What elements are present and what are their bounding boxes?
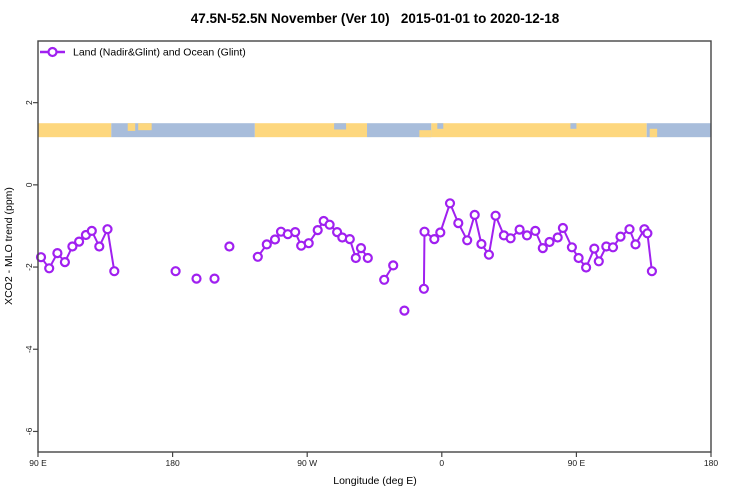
x-tick-label: 90 E xyxy=(568,458,586,468)
data-point-marker xyxy=(303,238,314,249)
x-tick-label: 90 E xyxy=(29,458,47,468)
data-point-marker xyxy=(557,222,569,234)
data-point-marker xyxy=(170,266,181,277)
data-point-marker xyxy=(580,262,592,273)
x-tick-label: 180 xyxy=(166,458,180,468)
data-point-marker xyxy=(67,241,78,252)
y-axis-title: XCO2 - MLO trend (ppm) xyxy=(3,187,15,305)
legend-marker-icon xyxy=(47,46,58,58)
data-point-marker xyxy=(290,227,301,238)
data-point-marker xyxy=(324,219,335,230)
strip-patch-land xyxy=(419,130,432,138)
data-point-marker xyxy=(469,209,480,220)
strip-segment-land xyxy=(254,123,368,138)
data-point-marker xyxy=(462,235,473,246)
data-point-marker xyxy=(435,227,446,238)
land-ocean-strip xyxy=(38,123,711,138)
x-axis-title: Longitude (deg E) xyxy=(333,475,416,487)
data-point-marker xyxy=(35,252,47,263)
data-point-marker xyxy=(607,242,619,253)
data-point-marker xyxy=(362,252,373,264)
data-point-marker xyxy=(514,224,525,235)
data-point-marker xyxy=(209,273,220,284)
data-point-marker xyxy=(642,228,653,239)
data-point-marker xyxy=(646,266,658,277)
data-point-marker xyxy=(355,243,367,254)
strip-patch-land xyxy=(138,123,152,131)
strip-patch-land xyxy=(649,128,658,138)
data-point-marker xyxy=(593,256,604,267)
data-point-marker xyxy=(444,198,456,209)
y-tick-label: -6 xyxy=(24,427,34,435)
data-point-marker xyxy=(589,243,600,254)
plot-border xyxy=(37,40,712,453)
strip-segment-land xyxy=(38,123,112,138)
strip-patch-ocean xyxy=(334,123,347,130)
data-point-marker xyxy=(86,225,97,236)
data-point-marker xyxy=(52,248,63,259)
data-point-marker xyxy=(388,260,399,271)
x-tick-label: 90 W xyxy=(297,458,317,468)
y-tick-label: -2 xyxy=(24,263,34,271)
data-point-marker xyxy=(419,226,430,237)
x-tick-label: 180 xyxy=(704,458,718,468)
data-point-marker xyxy=(521,230,533,241)
data-point-marker xyxy=(615,231,626,242)
strip-segment-ocean xyxy=(646,123,711,138)
y-tick-label: -4 xyxy=(24,345,34,353)
data-point-marker xyxy=(552,232,563,243)
data-point-marker xyxy=(630,239,641,250)
data-point-marker xyxy=(537,243,548,254)
data-point-marker xyxy=(269,234,281,245)
strip-patch-land xyxy=(127,123,136,131)
data-series xyxy=(35,198,658,316)
data-point-marker xyxy=(252,251,263,262)
data-point-marker xyxy=(224,241,235,252)
data-point-marker xyxy=(573,252,584,264)
data-point-marker xyxy=(566,242,578,253)
data-point-marker xyxy=(344,234,355,245)
strip-segment-land xyxy=(431,123,647,138)
strip-patch-ocean xyxy=(570,123,577,129)
data-point-marker xyxy=(109,266,120,277)
y-tick-label: 2 xyxy=(24,100,34,105)
data-point-marker xyxy=(191,273,202,284)
strip-segment-ocean xyxy=(367,123,432,138)
data-point-marker xyxy=(94,241,105,252)
data-point-marker xyxy=(483,249,494,260)
data-point-marker xyxy=(44,263,55,274)
y-tick-label: 0 xyxy=(24,182,34,187)
x-tick-label: 0 xyxy=(439,458,444,468)
data-point-marker xyxy=(624,224,635,235)
data-point-marker xyxy=(350,252,361,264)
data-point-marker xyxy=(312,225,323,236)
data-point-marker xyxy=(490,210,501,221)
data-point-marker xyxy=(544,236,555,248)
data-point-marker xyxy=(73,236,85,247)
data-point-marker xyxy=(379,274,390,285)
data-point-marker xyxy=(453,218,464,229)
legend: Land (Nadir&Glint) and Ocean (Glint) xyxy=(40,47,246,59)
axes: 90 E 180 90 W 0 90 E 180 2 0 -2 -4 -6 xyxy=(24,100,718,468)
data-point-marker xyxy=(476,238,487,250)
data-point-marker xyxy=(530,225,541,236)
data-point-marker xyxy=(399,305,410,316)
data-point-marker xyxy=(418,283,429,294)
data-point-marker xyxy=(505,233,516,244)
data-point-marker xyxy=(59,257,71,268)
data-point-marker xyxy=(429,234,440,245)
data-point-marker xyxy=(102,224,113,235)
chart-title: 47.5N-52.5N November (Ver 10) 2015-01-01… xyxy=(191,11,560,26)
strip-patch-ocean xyxy=(437,123,444,129)
data-point-marker xyxy=(261,239,272,250)
legend-label: Land (Nadir&Glint) and Ocean (Glint) xyxy=(73,47,246,59)
